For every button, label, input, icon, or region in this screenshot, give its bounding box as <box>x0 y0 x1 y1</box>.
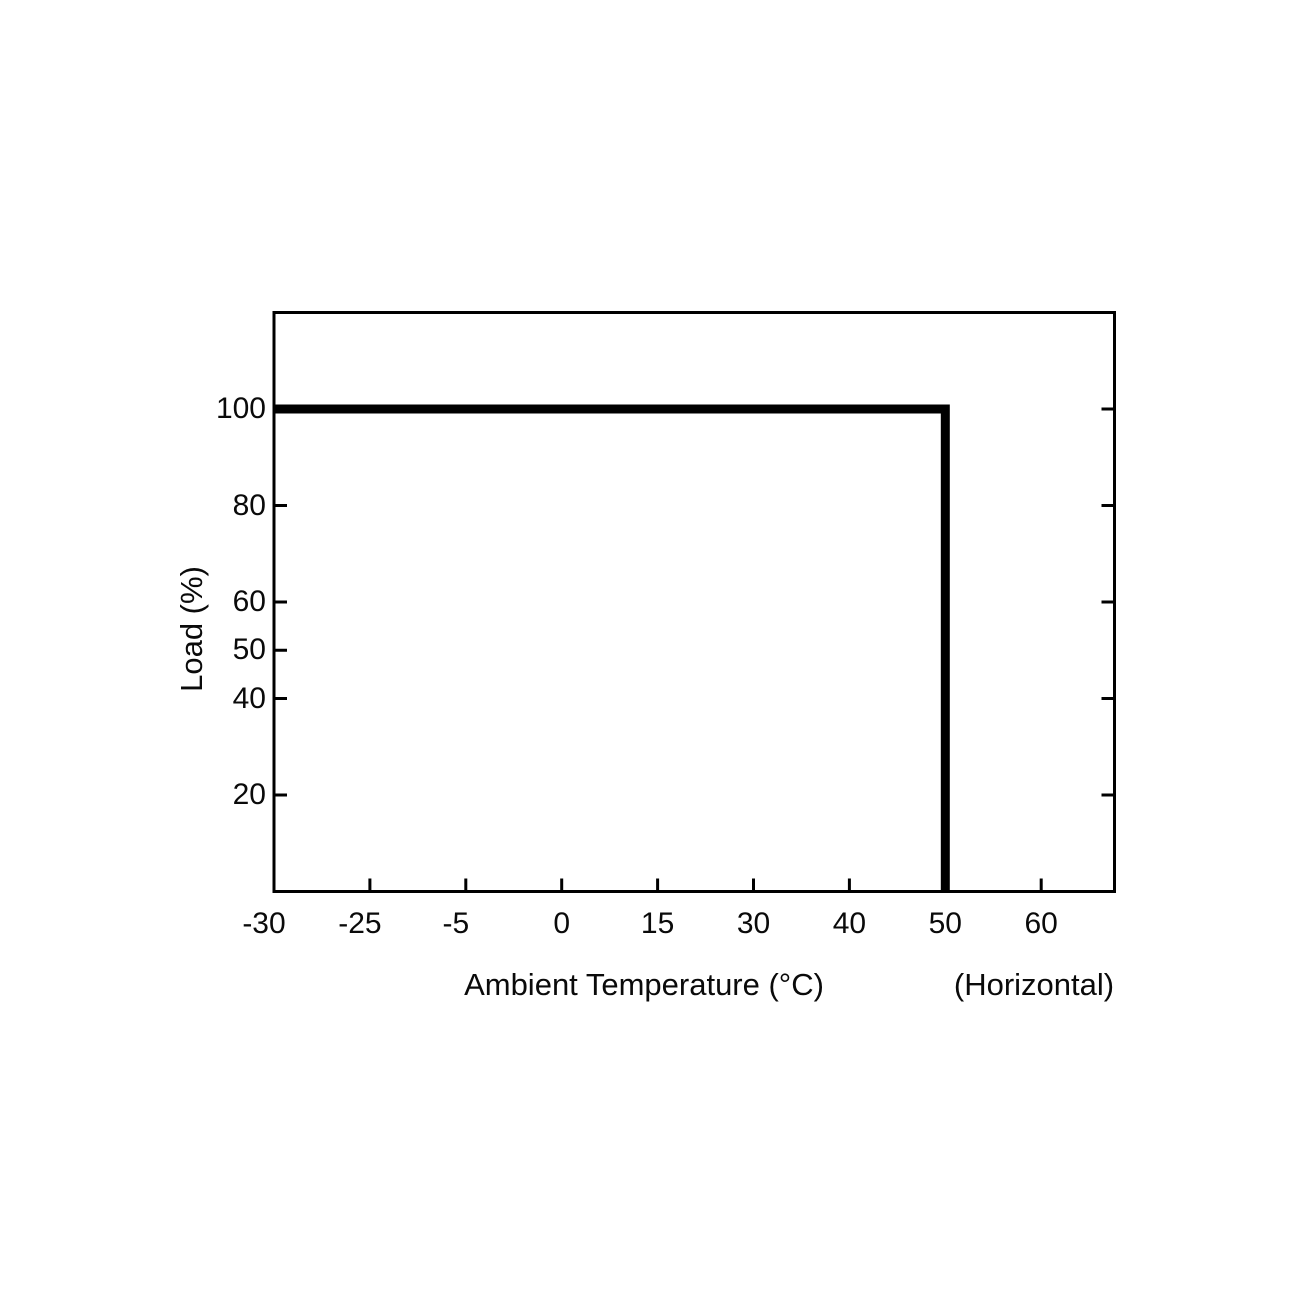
y-tick-label: 60 <box>232 585 266 618</box>
x-tick-label: 30 <box>736 907 771 940</box>
x-tick-label: -30 <box>242 907 286 940</box>
y-axis-title: Load (%) <box>174 566 209 692</box>
x-tick-label: 60 <box>1024 907 1058 940</box>
x-axis-orientation-note: (Horizontal) <box>953 967 1115 1002</box>
x-tick-label: 15 <box>640 907 675 940</box>
y-tick-label: 20 <box>232 778 266 811</box>
y-tick-label: 50 <box>232 633 266 667</box>
x-tick-label: 0 <box>553 907 571 940</box>
x-tick-label: 40 <box>832 907 867 940</box>
y-tick-label: 100 <box>215 392 266 425</box>
y-tick-label: 80 <box>232 488 266 522</box>
y-tick-label: 40 <box>232 681 266 715</box>
x-tick-label: -25 <box>338 907 382 940</box>
x-axis-title: Ambient Temperature (°C) <box>464 967 824 1002</box>
x-tick-label: -5 <box>442 907 470 940</box>
plot-frame <box>272 311 1116 893</box>
x-tick-label: 50 <box>928 907 962 940</box>
load-derating-curve <box>275 404 950 890</box>
